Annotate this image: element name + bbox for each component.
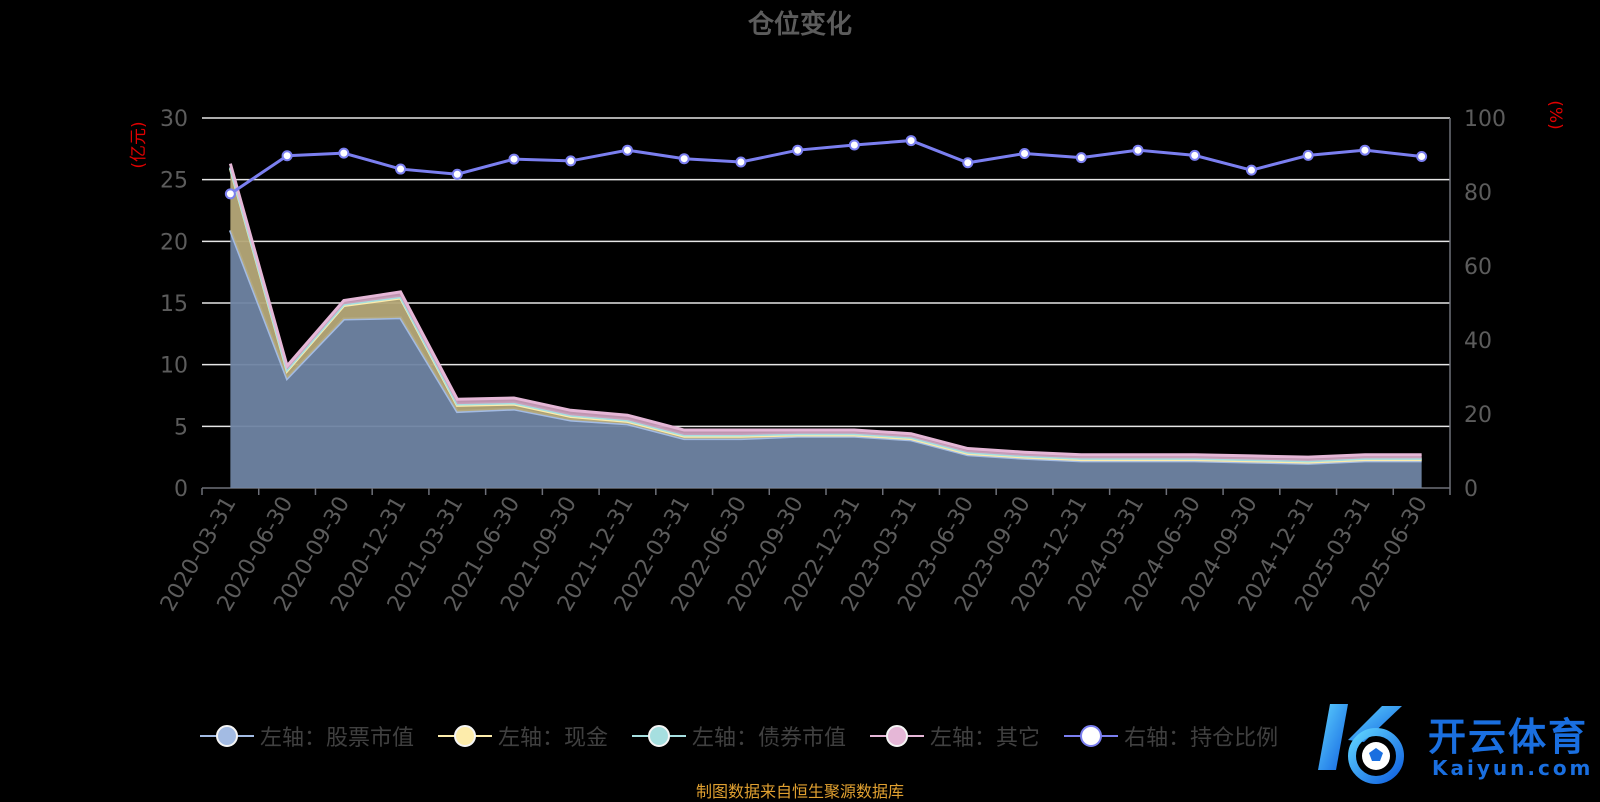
watermark-en: Kaiyun.com — [1432, 756, 1594, 780]
legend-item[interactable]: 右轴：持仓比例 — [1064, 720, 1278, 752]
legend-item[interactable]: 左轴：其它 — [870, 720, 1040, 752]
legend-label: 左轴：债券市值 — [692, 726, 847, 751]
chart-legend: 左轴：股票市值 左轴：现金 左轴：债券市值 左轴：其它 右轴：持仓比例 — [200, 716, 1302, 756]
ratio-point — [1019, 148, 1031, 160]
ratio-point — [565, 155, 577, 167]
right-tick-label: 80 — [1464, 181, 1492, 206]
ratio-point — [451, 168, 463, 180]
ratio-point — [621, 144, 633, 156]
legend-label: 左轴：现金 — [498, 726, 609, 751]
legend-item[interactable]: 左轴：现金 — [438, 720, 608, 752]
left-tick-label: 20 — [160, 230, 188, 255]
legend-marker-icon — [632, 722, 687, 750]
ratio-point — [1189, 149, 1201, 161]
ratio-point — [1359, 144, 1371, 156]
left-tick-label: 5 — [174, 415, 188, 440]
ratio-point — [1416, 150, 1428, 162]
left-tick-label: 10 — [160, 354, 188, 379]
ratio-line — [229, 139, 1422, 196]
ratio-point — [905, 135, 917, 147]
ratio-point — [848, 139, 860, 151]
watermark-logo: 开云体育 Kaiyun.com — [1310, 700, 1600, 790]
ratio-point — [678, 153, 690, 165]
left-axis-unit: (亿元) — [129, 121, 149, 168]
right-axis-unit: (%) — [1545, 100, 1565, 129]
ratio-point — [395, 163, 407, 175]
legend-marker-icon — [200, 722, 254, 750]
ratio-point — [792, 144, 804, 156]
right-tick-label: 0 — [1464, 477, 1478, 502]
right-tick-label: 40 — [1464, 329, 1492, 354]
legend-label: 右轴：持仓比例 — [1124, 726, 1279, 751]
ratio-point — [1075, 152, 1087, 164]
legend-label: 左轴：股票市值 — [260, 726, 415, 751]
left-tick-label: 15 — [160, 292, 188, 317]
right-tick-label: 60 — [1464, 255, 1492, 280]
area-line-3 — [228, 163, 1422, 459]
right-tick-label: 100 — [1464, 107, 1506, 132]
ratio-point — [1302, 149, 1314, 161]
legend-item[interactable]: 左轴：股票市值 — [200, 720, 414, 752]
data-source-footer: 制图数据来自恒生聚源数据库 — [695, 782, 904, 801]
kaiyun-logo-icon — [1318, 704, 1404, 784]
ratio-point — [1245, 164, 1257, 176]
legend-marker-icon — [870, 722, 925, 750]
left-tick-label: 0 — [174, 477, 188, 502]
ratio-point — [281, 150, 293, 162]
ratio-point — [224, 188, 236, 200]
ratio-point — [735, 156, 747, 168]
right-tick-label: 20 — [1464, 403, 1492, 428]
left-tick-label: 30 — [160, 107, 188, 132]
legend-marker-icon — [1064, 722, 1119, 750]
left-tick-label: 25 — [160, 169, 188, 194]
ratio-point — [508, 153, 520, 165]
legend-label: 左轴：其它 — [930, 726, 1041, 751]
ratio-point — [1132, 144, 1144, 156]
ratio-point — [338, 147, 350, 159]
ratio-point — [962, 157, 974, 169]
watermark-cn: 开云体育 — [1428, 715, 1589, 759]
area-0 — [230, 230, 1422, 488]
legend-marker-icon — [438, 722, 493, 750]
chart-title: 仓位变化 — [747, 10, 852, 40]
legend-item[interactable]: 左轴：债券市值 — [632, 720, 846, 752]
